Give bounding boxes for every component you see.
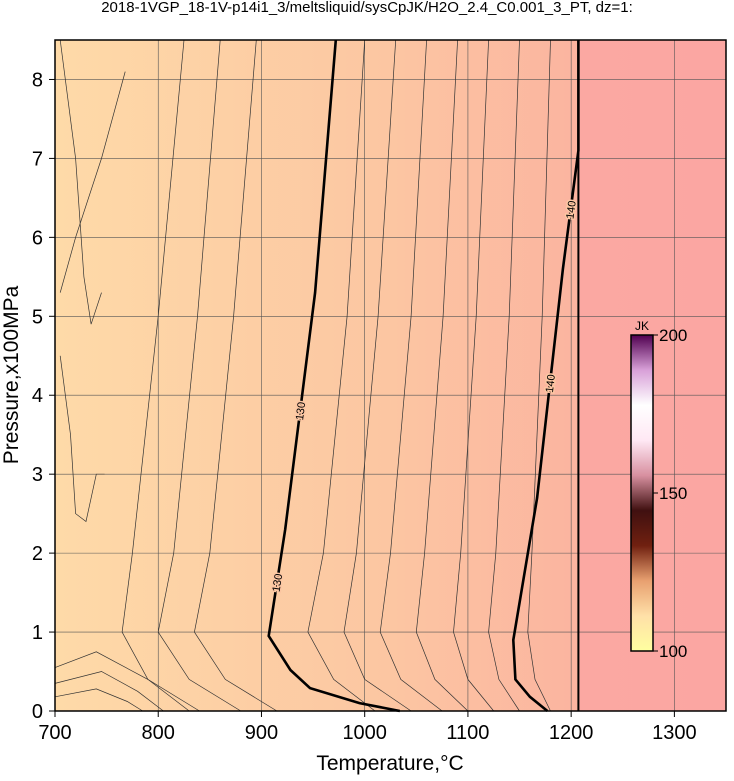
x-tick-label: 1200 (549, 722, 594, 744)
colorbar-label: JK (635, 319, 649, 333)
x-tick-label: 800 (142, 722, 175, 744)
contour-line (511, 40, 580, 713)
thin-contour (59, 39, 102, 325)
y-axis-label: Pressure,x100MPa (0, 285, 23, 464)
thin-contour (59, 71, 126, 293)
y-tick-label: 3 (32, 464, 43, 486)
x-tick-label: 900 (245, 722, 278, 744)
contour-label: 130 (294, 401, 308, 421)
thin-contour (194, 39, 278, 712)
contour-line (267, 39, 401, 713)
colorbar (630, 334, 654, 652)
thin-contour (379, 39, 443, 712)
thin-contour (54, 688, 143, 712)
thin-contour (527, 39, 551, 712)
colorbar-tick-label: 100 (659, 642, 687, 661)
contour-label: 140 (564, 200, 578, 220)
contour-label: 130 (271, 573, 286, 593)
x-tick-label: 1300 (652, 722, 697, 744)
y-tick-label: 4 (32, 385, 43, 407)
thin-contour (54, 651, 190, 712)
y-tick-label: 6 (32, 227, 43, 249)
y-tick-label: 2 (32, 543, 43, 565)
thin-contour (54, 671, 164, 712)
thin-contour (121, 39, 200, 712)
thin-contour (343, 39, 412, 712)
x-axis-label: Temperature,°C (316, 752, 463, 775)
thin-contour (157, 39, 241, 712)
thin-contour (307, 39, 376, 712)
y-tick-label: 1 (32, 622, 43, 644)
y-tick-label: 7 (32, 148, 43, 170)
y-tick-label: 5 (32, 306, 43, 328)
chart-title: 2018-1VGP_18-1V-p14i1_3/meltsliquid/sysC… (101, 0, 633, 16)
contour-label: 140 (544, 374, 558, 394)
colorbar-tick-label: 150 (659, 484, 687, 503)
y-tick-label: 0 (32, 701, 43, 723)
y-tick-label: 8 (32, 69, 43, 91)
x-tick-label: 1100 (446, 722, 489, 744)
thin-contour (453, 39, 494, 712)
x-tick-label: 700 (38, 722, 71, 744)
plot-frame (54, 39, 727, 712)
thin-contour (59, 355, 105, 523)
colorbar-tick-label: 200 (659, 326, 687, 345)
plot-background (55, 40, 726, 711)
x-tick-label: 1000 (342, 722, 387, 744)
thin-contour (488, 39, 520, 712)
thin-contour (415, 39, 469, 712)
